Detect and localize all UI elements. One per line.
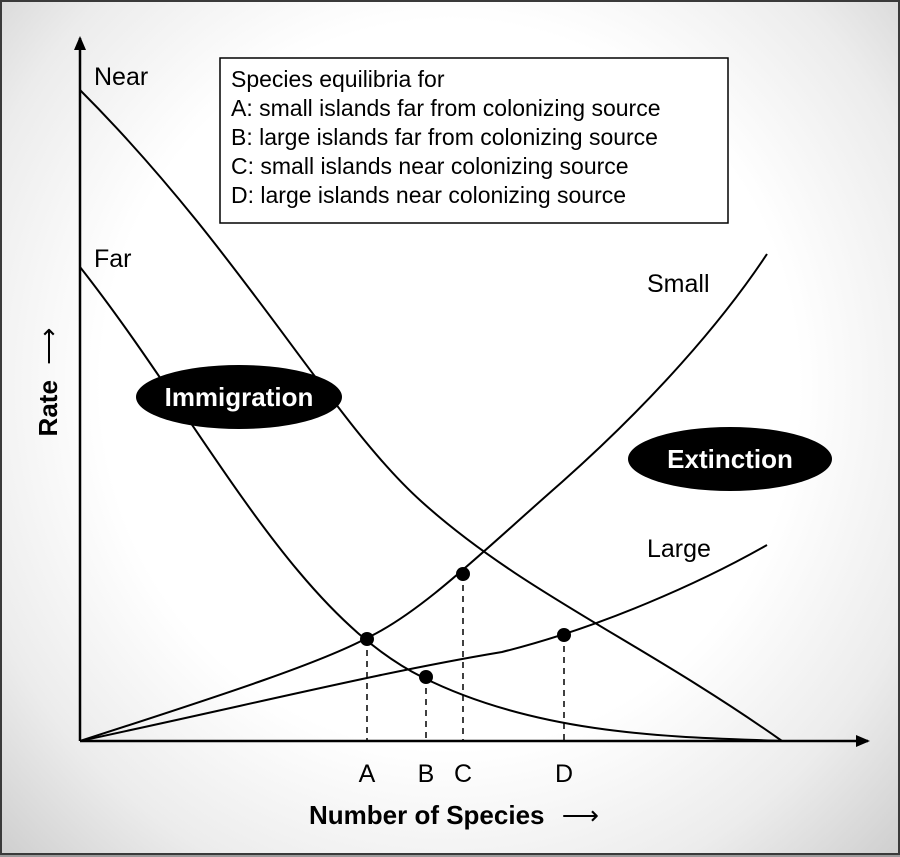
curve-label-small: Small: [647, 270, 710, 298]
x-axis-title-arrow: ⟶: [562, 800, 599, 830]
extinction-large-curve: [79, 544, 768, 742]
equilibrium-label-d: D: [555, 760, 573, 788]
legend-item-a: A: small islands far from colonizing sou…: [231, 95, 661, 121]
y-axis-title-arrow: ⟶: [33, 328, 63, 365]
y-axis-title-text: Rate: [33, 380, 63, 436]
x-axis-title: Number of Species ⟶: [309, 800, 599, 830]
immigration-badge: Immigration: [136, 365, 342, 429]
equilibrium-point-a: [360, 632, 374, 646]
legend-box: Species equilibria for A: small islands …: [219, 57, 729, 224]
curve-label-near: Near: [94, 63, 148, 91]
immigration-near-curve: [79, 89, 783, 742]
legend-item-c: C: small islands near colonizing source: [231, 153, 629, 179]
immigration-badge-text: Immigration: [165, 382, 314, 412]
extinction-small-curve: [79, 253, 768, 742]
equilibrium-point-d: [557, 628, 571, 642]
equilibrium-label-c: C: [454, 760, 472, 788]
equilibrium-label-a: A: [359, 760, 376, 788]
legend-item-b: B: large islands far from colonizing sou…: [231, 124, 658, 150]
equilibrium-point-c: [456, 567, 470, 581]
y-axis-title: Rate ⟶: [33, 328, 63, 437]
x-axis-title-text: Number of Species: [309, 800, 545, 830]
equilibrium-label-b: B: [418, 760, 435, 788]
legend-title: Species equilibria for: [231, 66, 445, 92]
curve-label-large: Large: [647, 535, 711, 563]
extinction-badge: Extinction: [628, 427, 832, 491]
immigration-far-curve: [79, 266, 783, 742]
curve-label-far: Far: [94, 245, 132, 273]
extinction-badge-text: Extinction: [667, 444, 793, 474]
equilibrium-point-b: [419, 670, 433, 684]
legend-item-d: D: large islands near colonizing source: [231, 182, 626, 208]
